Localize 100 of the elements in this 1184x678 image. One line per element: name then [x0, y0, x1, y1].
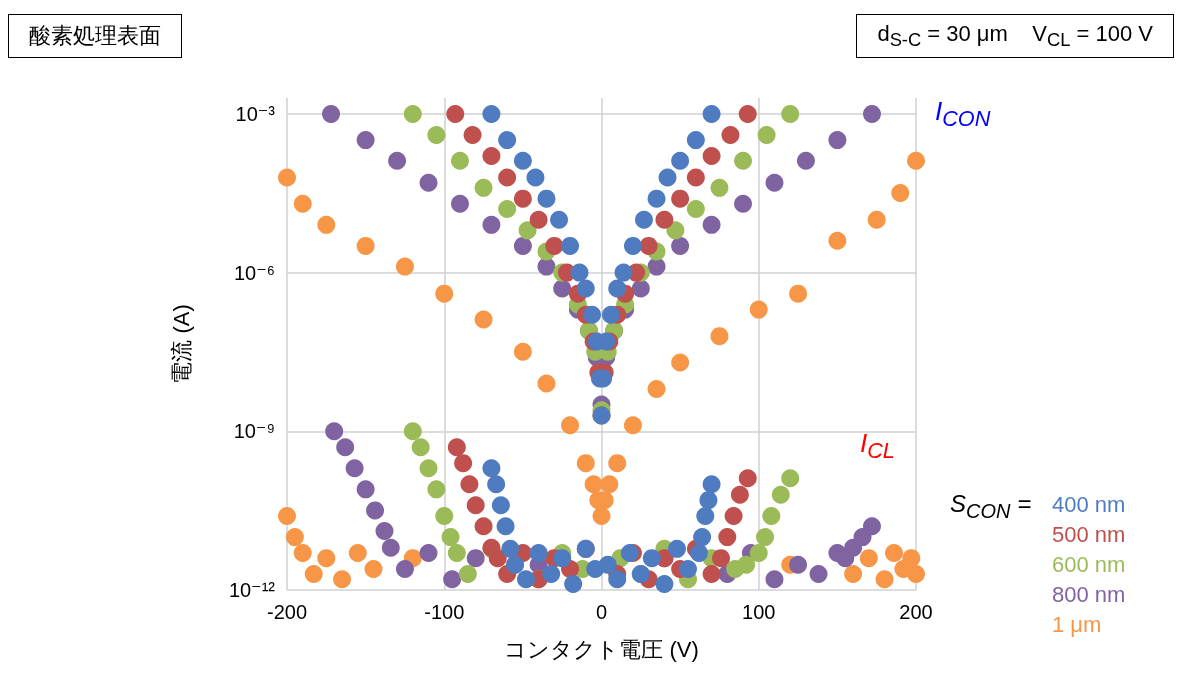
- y-tick-label: 10⁻¹²: [228, 579, 276, 601]
- point: [545, 236, 564, 255]
- point: [427, 480, 446, 499]
- point: [710, 327, 729, 346]
- point: [584, 475, 603, 494]
- point: [679, 559, 697, 578]
- point: [553, 549, 572, 568]
- point: [623, 236, 642, 255]
- point: [576, 279, 595, 298]
- point: [600, 475, 619, 494]
- point: [529, 544, 548, 563]
- point: [293, 194, 312, 213]
- point: [781, 469, 800, 488]
- point: [702, 215, 721, 234]
- point: [561, 236, 580, 255]
- point: [419, 173, 438, 192]
- point: [601, 305, 620, 324]
- text: d$_{S-C}$ = 30 μm V$_{CL}$ = 100 V: [856, 14, 1174, 59]
- point: [859, 549, 878, 568]
- point: [690, 544, 708, 563]
- point: [513, 151, 532, 170]
- point: [647, 380, 666, 399]
- point: [345, 459, 364, 478]
- point: [537, 374, 556, 393]
- point: [293, 544, 312, 563]
- point: [583, 305, 602, 324]
- point: [375, 522, 394, 541]
- point: [668, 539, 686, 558]
- point: [542, 565, 561, 584]
- point: [702, 147, 721, 166]
- point: [513, 236, 532, 255]
- point: [474, 517, 493, 536]
- point: [419, 459, 438, 478]
- point: [737, 555, 756, 574]
- point: [435, 507, 454, 526]
- annotation: I$_{CL}$: [860, 428, 895, 465]
- text: 500 nm: [1052, 521, 1126, 547]
- point: [496, 517, 515, 536]
- point: [513, 189, 532, 208]
- point: [666, 221, 685, 240]
- point: [902, 549, 921, 568]
- point: [771, 485, 790, 504]
- point: [608, 454, 627, 473]
- point: [487, 475, 506, 494]
- point: [686, 168, 705, 187]
- point: [862, 517, 881, 536]
- point: [395, 257, 414, 276]
- point: [553, 279, 572, 298]
- x-tick-label: 0: [595, 601, 608, 623]
- point: [642, 549, 661, 568]
- point: [891, 184, 910, 202]
- point: [655, 574, 674, 593]
- point: [671, 236, 690, 255]
- point: [828, 131, 847, 150]
- point: [498, 131, 517, 150]
- point: [447, 544, 466, 563]
- point: [671, 151, 690, 170]
- point: [474, 310, 493, 329]
- point: [686, 131, 705, 150]
- point: [862, 104, 881, 123]
- point: [278, 507, 296, 526]
- point: [576, 454, 595, 473]
- y-tick-label: 10⁻⁹: [233, 420, 275, 443]
- point: [450, 151, 469, 170]
- point: [336, 438, 355, 457]
- point: [550, 210, 569, 229]
- y-axis-title: 電流 (A): [168, 304, 194, 384]
- point: [828, 231, 847, 250]
- point: [317, 215, 336, 234]
- point: [460, 475, 479, 494]
- point: [781, 104, 800, 123]
- point: [710, 178, 729, 197]
- x-tick-label: -200: [266, 601, 308, 623]
- point: [734, 151, 753, 170]
- point: [702, 104, 721, 123]
- point: [809, 565, 828, 584]
- point: [526, 168, 545, 187]
- point: [482, 104, 501, 123]
- point: [517, 570, 536, 589]
- point: [875, 570, 894, 589]
- point: [749, 300, 768, 319]
- point: [322, 104, 341, 123]
- point: [598, 555, 617, 574]
- text: 600 nm: [1052, 551, 1126, 577]
- point: [699, 491, 718, 510]
- point: [491, 496, 510, 515]
- point: [395, 559, 414, 578]
- point: [608, 570, 627, 589]
- point: [608, 279, 627, 298]
- text: 800 nm: [1052, 581, 1126, 607]
- point: [614, 263, 633, 282]
- point: [561, 416, 580, 435]
- point: [366, 501, 385, 520]
- x-tick-label: 100: [742, 601, 776, 623]
- x-tick-label: 200: [899, 601, 933, 623]
- point: [537, 189, 556, 208]
- point: [789, 284, 808, 303]
- point: [482, 459, 501, 478]
- point: [907, 151, 925, 170]
- point: [278, 168, 296, 187]
